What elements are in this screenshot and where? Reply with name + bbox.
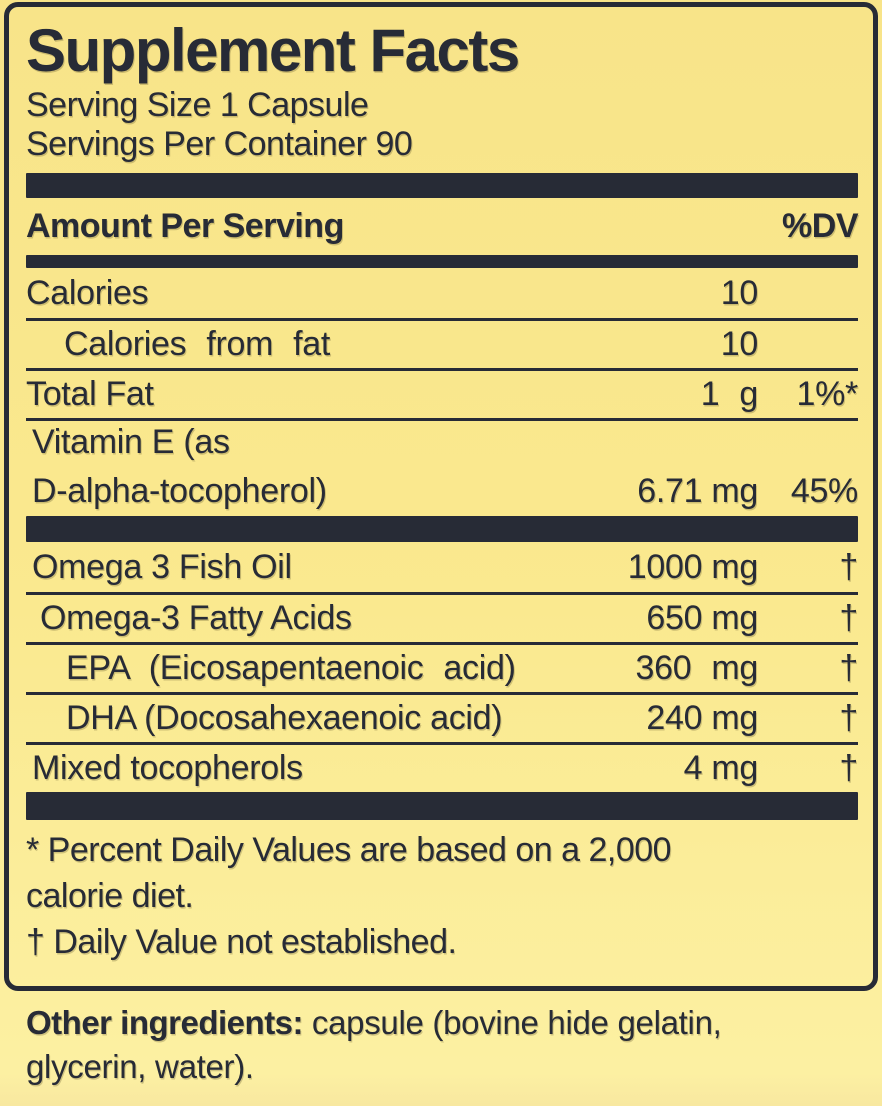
- nutrient-name: Total Fat: [26, 375, 154, 413]
- serving-info: Serving Size 1 Capsule Servings Per Cont…: [26, 86, 858, 164]
- other-ingredients-text: capsule (bovine hide gelatin,: [303, 1004, 722, 1041]
- nutrient-row-omega-3-fish-oil: Omega 3 Fish Oil 1000 mg †: [26, 542, 858, 592]
- nutrient-name: Mixed tocopherols: [32, 749, 303, 787]
- nutrient-amount: 360 mg: [635, 649, 759, 687]
- column-header-row: Amount Per Serving %DV: [26, 198, 858, 255]
- nutrient-name-line1: Vitamin E (as: [32, 423, 230, 461]
- divider-bar-medium: [26, 255, 858, 268]
- nutrient-amount: 10: [720, 273, 759, 312]
- nutrient-name: EPA (Eicosapentaenoic acid): [66, 649, 516, 687]
- nutrient-amount: 1 g: [700, 375, 759, 413]
- nutrient-amount: 6.71 mg: [637, 472, 758, 510]
- nutrient-dv: 45%: [790, 472, 858, 510]
- dagger-symbol: †: [839, 699, 858, 737]
- nutrient-name: DHA (Docosahexaenoic acid): [66, 699, 503, 737]
- amount-per-serving-header: Amount Per Serving: [26, 207, 344, 245]
- nutrient-name: Calories: [26, 273, 149, 312]
- other-ingredients: Other ingredients: capsule (bovine hide …: [26, 1001, 856, 1089]
- servings-per-container: Servings Per Container 90: [26, 125, 413, 163]
- percent-dv-footnote-line2: calorie diet.: [26, 877, 194, 915]
- percent-dv-header: %DV: [782, 207, 858, 245]
- nutrient-amount: 1000 mg: [627, 547, 759, 586]
- divider-bar-thick-top: [26, 173, 858, 198]
- dagger-symbol: †: [839, 547, 858, 586]
- nutrient-amount: 240 mg: [646, 699, 758, 737]
- nutrient-dv: 1%*: [796, 375, 859, 413]
- nutrients-section: Calories 10 Calories from fat 10 Total F…: [26, 268, 858, 516]
- omega-section: Omega 3 Fish Oil 1000 mg † Omega-3 Fatty…: [26, 542, 858, 792]
- other-ingredients-line1: Other ingredients: capsule (bovine hide …: [26, 1001, 856, 1045]
- nutrient-row-total-fat: Total Fat 1 g 1%*: [26, 368, 858, 418]
- dagger-footnote: † Daily Value not established.: [26, 923, 457, 961]
- nutrient-name: Vitamin E (as D-alpha-tocopherol): [26, 418, 637, 516]
- nutrient-amount: 650 mg: [646, 599, 758, 637]
- nutrient-row-epa: EPA (Eicosapentaenoic acid) 360 mg †: [26, 642, 858, 692]
- nutrient-row-vitamin-e: Vitamin E (as D-alpha-tocopherol) 6.71 m…: [26, 418, 858, 516]
- other-ingredients-label: Other ingredients:: [26, 1004, 304, 1041]
- nutrient-row-calories: Calories 10: [26, 268, 858, 318]
- nutrient-name-line2: D-alpha-tocopherol): [32, 472, 327, 510]
- nutrient-row-calories-from-fat: Calories from fat 10: [26, 318, 858, 368]
- nutrient-amount: 4 mg: [683, 749, 759, 787]
- dagger-symbol: †: [839, 599, 858, 637]
- nutrient-name: Omega 3 Fish Oil: [32, 547, 292, 586]
- nutrient-row-omega-3-fatty-acids: Omega-3 Fatty Acids 650 mg †: [26, 592, 858, 642]
- panel-title: Supplement Facts: [26, 17, 520, 84]
- percent-dv-footnote-line1: * Percent Daily Values are based on a 2,…: [26, 831, 672, 869]
- nutrient-name: Calories from fat: [64, 325, 331, 363]
- divider-bar-thick-bottom: [26, 792, 858, 820]
- supplement-facts-panel: Supplement Facts Serving Size 1 Capsule …: [4, 2, 878, 991]
- dagger-symbol: †: [839, 649, 858, 687]
- dagger-symbol: †: [839, 749, 858, 787]
- serving-size: Serving Size 1 Capsule: [26, 86, 369, 124]
- nutrient-row-dha: DHA (Docosahexaenoic acid) 240 mg †: [26, 692, 858, 742]
- divider-bar-thick-middle: [26, 516, 858, 542]
- footnotes: * Percent Daily Values are based on a 2,…: [26, 827, 858, 965]
- nutrient-row-mixed-tocopherols: Mixed tocopherols 4 mg †: [26, 742, 858, 792]
- other-ingredients-line2: glycerin, water).: [26, 1048, 254, 1085]
- nutrient-name: Omega-3 Fatty Acids: [40, 599, 352, 637]
- nutrient-amount: 10: [720, 325, 759, 363]
